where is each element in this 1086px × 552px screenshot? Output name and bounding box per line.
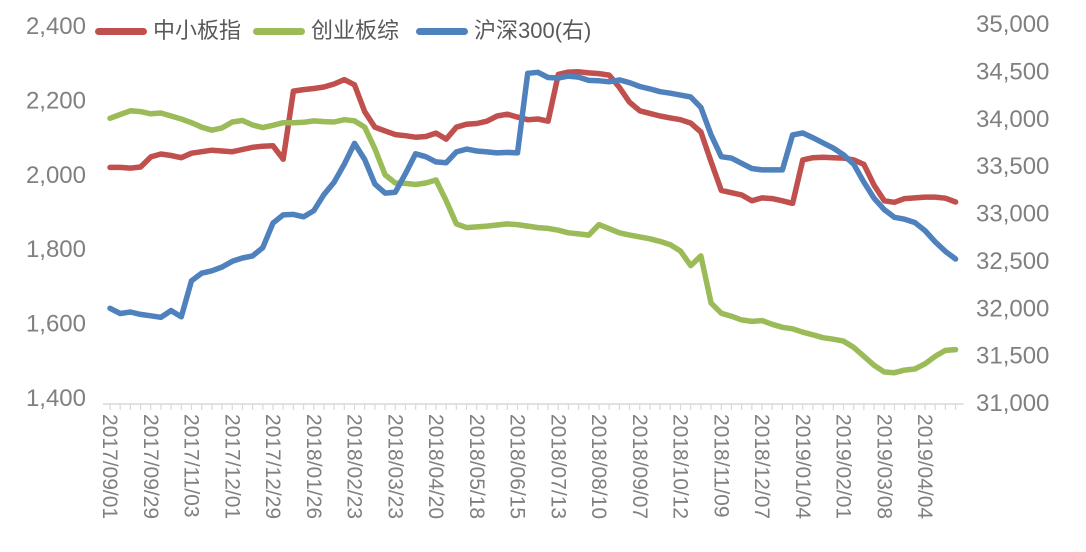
- y-axis-left-tick-label: 1,800: [26, 236, 86, 263]
- x-axis-date-label: 2018/09/07: [628, 414, 651, 519]
- x-axis-date-label: 2018/01/26: [302, 414, 325, 519]
- x-axis-date-label: 2018/05/18: [465, 414, 488, 519]
- series-line-csi300: [107, 69, 959, 321]
- x-axis-date-label: 2018/08/10: [587, 414, 610, 519]
- y-axis-right-tick-label: 31,500: [976, 343, 1049, 370]
- series-line-sme-index: [107, 69, 959, 207]
- x-axis-date-label: 2017/11/03: [180, 414, 203, 518]
- series-line-chinext-composite: [107, 108, 959, 376]
- x-axis-date-label: 2018/02/23: [343, 414, 366, 519]
- chart-legend: 中小板指 创业板综 沪深300(右): [0, 16, 1086, 50]
- y-axis-right-tick-label: 34,500: [976, 58, 1049, 85]
- y-axis-right-tick-label: 35,000: [976, 11, 1049, 38]
- y-axis-right-tick-label: 32,500: [976, 248, 1049, 275]
- legend-label: 中小板指: [153, 18, 242, 43]
- y-axis-right-tick-label: 34,000: [976, 106, 1049, 133]
- x-axis-date-label: 2017/09/29: [139, 414, 162, 519]
- x-axis-date-label: 2019/02/01: [832, 414, 855, 519]
- legend-item-chinext-composite: 创业板综: [253, 16, 399, 46]
- x-axis-date-label: 2018/11/09: [709, 414, 732, 518]
- x-axis-date-label: 2017/12/29: [261, 414, 284, 519]
- x-axis-date-label: 2018/12/07: [750, 414, 773, 519]
- y-axis-left-tick-label: 2,200: [26, 87, 86, 114]
- y-axis-right-tick-label: 31,000: [976, 390, 1049, 417]
- x-axis-date-label: 2019/01/04: [791, 414, 814, 519]
- y-axis-left-tick-label: 1,600: [26, 311, 86, 338]
- y-axis-right-tick-label: 32,000: [976, 295, 1049, 322]
- x-axis-date-label: 2018/03/23: [383, 414, 406, 519]
- legend-swatch-blue-line: [416, 27, 468, 35]
- legend-swatch-red-line: [95, 27, 147, 35]
- y-axis-left-tick-label: 2,000: [26, 162, 86, 189]
- legend-swatch-green-line: [253, 27, 305, 35]
- y-axis-left-tick-label: 1,400: [26, 385, 86, 412]
- x-axis-date-label: 2019/04/04: [913, 414, 936, 519]
- y-axis-right-tick-label: 33,500: [976, 153, 1049, 180]
- y-axis-right-tick-label: 33,000: [976, 201, 1049, 228]
- x-axis-date-label: 2018/10/12: [669, 414, 692, 519]
- y-axis-left-tick-label: 2,400: [26, 13, 86, 40]
- legend-item-sme-index: 中小板指: [95, 16, 241, 46]
- x-axis-date-label: 2018/04/20: [424, 414, 447, 519]
- x-axis-date-label: 2017/12/01: [220, 414, 243, 519]
- x-axis-date-label: 2019/03/08: [872, 414, 895, 519]
- x-axis-date-label: 2018/06/15: [506, 414, 529, 519]
- x-axis-date-label: 2018/07/13: [546, 414, 569, 519]
- x-axis-date-label: 2017/09/01: [98, 414, 121, 519]
- legend-item-csi300-right-axis: 沪深300(右): [416, 16, 591, 46]
- legend-label: 创业板综: [311, 18, 400, 43]
- legend-label: 沪深300(右): [474, 18, 592, 43]
